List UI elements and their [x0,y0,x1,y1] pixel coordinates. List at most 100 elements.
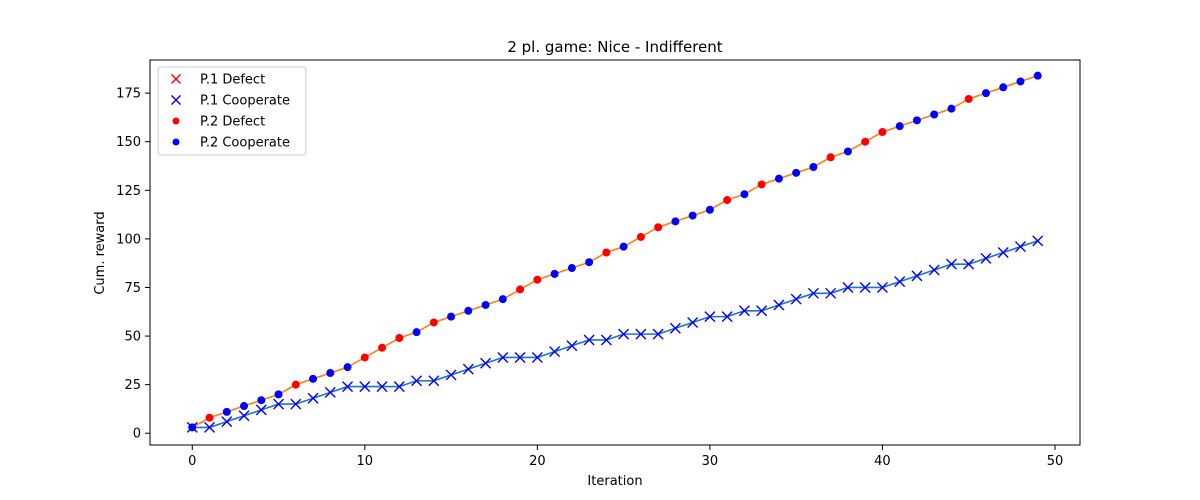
p1-cooperate-point [704,311,716,323]
x-mark-stroke [669,322,681,334]
p2-cooperate-point [740,190,749,199]
x-mark-stroke [428,375,440,387]
y-tick-label: 50 [124,330,141,345]
p1-cooperate-point [928,264,940,276]
p1-cooperate-point [342,381,354,393]
legend-entry-p1-defect-label: P.1 Defect [200,73,265,88]
p2-cooperate-point [447,312,456,321]
p1-cooperate-point [807,287,819,299]
x-mark-stroke [773,299,785,311]
series-line-player-2 [191,74,1038,429]
p1-cooperate-point [1014,241,1026,253]
x-mark-stroke [221,416,233,428]
x-mark-stroke [566,340,578,352]
p2-cooperate-point [257,396,266,405]
y-tick-label: 175 [116,87,141,102]
p1-cooperate-point [1032,235,1044,247]
x-mark-stroke [963,258,975,270]
x-mark-stroke [600,334,612,346]
p2-defect-point [205,413,214,422]
p1-cooperate-point [825,287,837,299]
p2-cooperate-point [567,264,576,273]
p2-cooperate-point [343,363,352,372]
y-axis-label: Cum. reward [93,211,108,294]
p2-defect-point [654,223,663,232]
x-mark-stroke [1032,235,1044,247]
x-mark-stroke [928,264,940,276]
p2-cooperate-point [1016,77,1025,86]
p1-cooperate-point [238,410,250,422]
y-tick-label: 0 [133,427,141,442]
y-tick-label: 75 [124,281,141,296]
x-mark-stroke [876,281,888,293]
p1-cooperate-point [963,258,975,270]
legend-entry-p2-defect-marker [172,117,180,125]
x-mark-stroke [393,381,405,393]
p2-cooperate-point [671,217,680,226]
p2-cooperate-point [930,110,939,119]
p2-defect-point [757,180,766,189]
p2-cooperate-point [688,211,697,220]
x-mark-stroke [704,311,716,323]
axes: 0 10 20 30 40 50 0 25 50 75 100 125 150 175 [116,59,1081,469]
p1-cooperate-point [376,381,388,393]
legend-entry-p1-cooperate-marker [171,95,181,105]
p1-cooperate-point [514,351,526,363]
x-mark-stroke [549,346,561,358]
p2-cooperate-point [843,147,852,156]
p1-cooperate-point [290,398,302,410]
x-mark-stroke [324,386,336,398]
x-mark-stroke [497,351,509,363]
p1-cooperate-point [618,328,630,340]
x-mark-stroke [376,381,388,393]
p2-cooperate-point [412,328,421,337]
p2-cooperate-point [947,104,956,113]
x-mark-stroke [171,95,181,105]
p1-cooperate-point [997,247,1009,258]
y-tick-label: 150 [116,135,141,150]
p2-cooperate-point [792,168,801,177]
x-mark-stroke [859,281,871,293]
p1-cooperate-point [894,276,906,288]
p1-cooperate-point [911,270,923,282]
p2-cooperate-point [309,374,318,383]
x-mark-stroke [980,252,992,264]
x-mark-stroke [411,375,423,387]
p2-cooperate-point [274,390,283,399]
p2-cooperate-point [981,89,990,98]
p2-cooperate-point [240,402,249,411]
p2-defect-point [878,128,887,137]
x-tick-label: 20 [529,454,546,469]
x-mark-stroke [480,357,492,369]
p1-cooperate-point [255,404,267,416]
p1-cooperate-point [566,340,578,352]
x-mark-stroke [738,305,750,317]
p2-defect-point [395,334,404,343]
p2-cooperate-point [464,306,473,315]
p1-cooperate-point [204,421,216,433]
p1-cooperate-point [652,328,664,340]
p2-cooperate-point [326,368,335,377]
x-mark-stroke [894,276,906,288]
p1-cooperate-point [480,357,492,369]
p2-defect-point [723,196,732,205]
x-mark-stroke [342,381,354,393]
p1-cooperate-point [359,381,371,393]
x-mark-stroke [171,74,181,84]
p1-cooperate-point [721,311,733,323]
p1-cooperate-point [583,334,595,346]
p1-cooperate-point [497,351,509,363]
legend-entry-p1-defect-marker [171,74,181,84]
x-mark-stroke [635,328,647,340]
p2-defect-point [826,153,835,162]
axes-frame [149,59,1081,446]
chart-title: 2 pl. game: Nice - Indifferent [507,38,722,56]
legend: P.1 Defect P.1 Cooperate P.2 Defect P.2 Coo… [157,66,307,156]
x-axis-label: Iteration [587,474,642,489]
p1-cooperate-point [549,346,561,358]
p1-cooperate-point [790,293,802,305]
p2-cooperate-point [912,116,921,125]
p2-cooperate-point [774,174,783,183]
p1-cooperate-point [428,375,440,387]
